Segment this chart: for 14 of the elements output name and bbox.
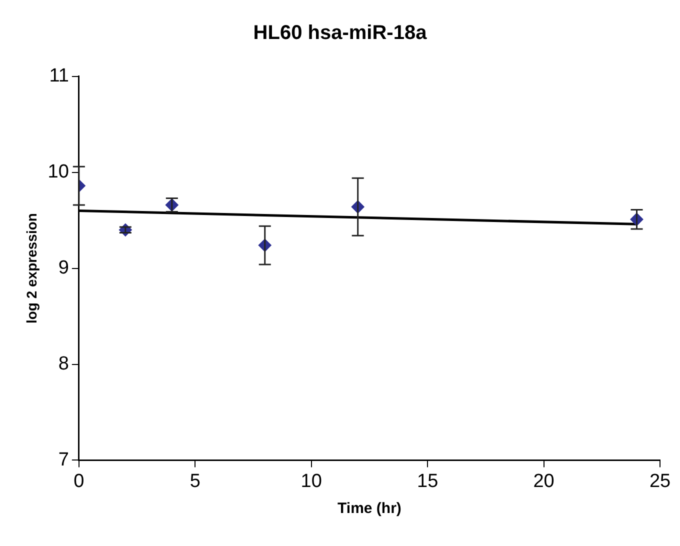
chart-title: HL60 hsa-miR-18a xyxy=(252,22,428,46)
y-tick-label: 8 xyxy=(58,353,69,374)
y-axis-title: log 2 expression xyxy=(23,213,40,324)
x-tick-label: 10 xyxy=(300,470,322,492)
y-tick-label: 10 xyxy=(48,162,69,183)
y-tick-label: 9 xyxy=(58,258,69,279)
x-tick-label: 25 xyxy=(649,470,671,492)
y-tick-label: 11 xyxy=(49,66,69,87)
y-tick-label: 7 xyxy=(58,449,69,470)
x-tick-label: 0 xyxy=(74,470,84,492)
x-tick-label: 15 xyxy=(417,470,438,492)
x-tick-label: 5 xyxy=(190,470,200,492)
x-tick-label: 20 xyxy=(533,470,554,492)
x-axis-title: Time (hr) xyxy=(338,500,402,518)
